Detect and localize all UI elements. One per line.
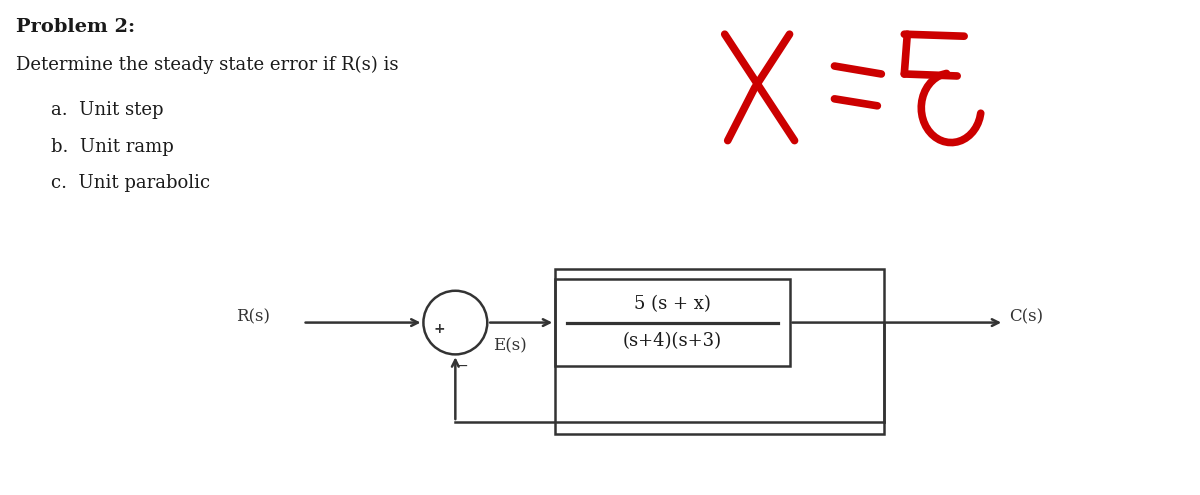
Text: R(s): R(s)	[236, 308, 270, 325]
Text: c.  Unit parabolic: c. Unit parabolic	[52, 174, 210, 193]
Bar	[556, 279, 790, 366]
Text: 5 (s + x): 5 (s + x)	[634, 295, 710, 313]
Text: C(s): C(s)	[1009, 308, 1043, 325]
Text: +: +	[433, 322, 445, 336]
Text: (s+4)(s+3): (s+4)(s+3)	[623, 333, 722, 350]
Bar	[556, 269, 884, 434]
Text: Problem 2:: Problem 2:	[17, 18, 136, 36]
Text: −: −	[456, 359, 468, 373]
Text: Determine the steady state error if R(s) is: Determine the steady state error if R(s)…	[17, 56, 398, 74]
Text: E(s): E(s)	[493, 338, 527, 354]
Text: b.  Unit ramp: b. Unit ramp	[52, 138, 174, 155]
Text: a.  Unit step: a. Unit step	[52, 101, 163, 119]
